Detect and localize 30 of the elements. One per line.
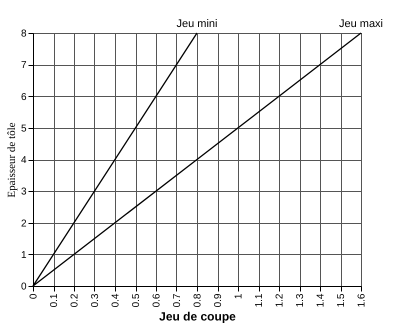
x-tick-label: 0.7 [172,293,183,308]
x-tick-label: 0.2 [70,293,80,308]
x-tick-label: 0.4 [110,293,122,308]
x-tick-label: 1.4 [316,293,326,308]
x-tick-label: 0 [28,293,40,300]
x-tick-label: 0.6 [152,293,162,308]
x-tick-label: 1.3 [295,293,306,308]
y-tick-label: 5 [20,123,27,134]
y-tick-label: 6 [20,92,27,103]
x-tick-label: 0.5 [131,293,142,308]
x-tick-label: 1.1 [254,293,265,308]
x-tick-label: 0.1 [49,293,60,308]
x-tick-label: 1.2 [274,293,286,308]
series-label: Jeu maxi [338,18,384,30]
x-tick-label: 1.5 [336,293,347,308]
y-tick-label: 7 [20,60,27,72]
x-tick-label: 1 [234,293,244,300]
y-tick-label: 8 [20,28,27,40]
series-label: Jeu mini [176,18,218,30]
x-tick-label: 1.6 [356,293,368,308]
x-tick-label: 0.8 [192,293,204,308]
y-tick-label: 0 [20,282,27,292]
y-tick-label: 3 [20,186,27,198]
x-axis-title: Jeu de coupe [159,309,236,324]
x-tick-label: 0.9 [213,293,224,308]
y-tick-label: 4 [20,155,27,166]
y-tick-label: 1 [20,250,27,261]
x-tick-label: 0.3 [90,293,101,308]
y-axis-title: Epaisseur de tôle [6,122,18,198]
y-tick-label: 2 [20,218,27,230]
